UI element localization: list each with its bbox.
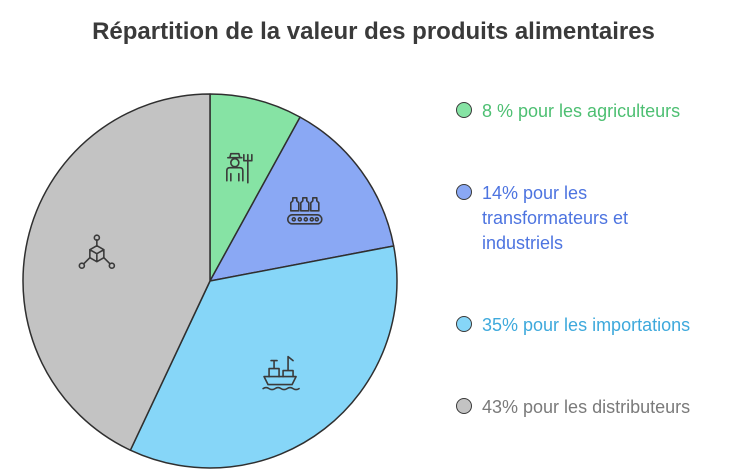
legend-label-distributeurs: 43% pour les distributeurs (482, 397, 691, 417)
farmer-icon (226, 152, 253, 184)
legend-label-importations: 35% pour les importations (482, 315, 691, 335)
legend-item-agriculteurs: 8 % pour les agriculteurs (456, 99, 736, 124)
factory-conveyor-icon (286, 197, 323, 225)
pie-slice-transformateurs (209, 116, 395, 282)
pie-slice-importations (129, 245, 398, 469)
legend-item-distributeurs: 43% pour les distributeurs (456, 395, 741, 420)
legend-dot-agriculteurs (456, 102, 472, 118)
legend-dot-distributeurs (456, 398, 472, 414)
legend-dot-transformateurs (456, 184, 472, 200)
cargo-ship-icon (262, 355, 300, 391)
chart-title: Répartition de la valeur des produits al… (92, 18, 655, 45)
pie-slice-distributeurs (22, 93, 211, 451)
legend-dot-importations (456, 316, 472, 332)
legend-label-agriculteurs: 8 % pour les agriculteurs (482, 101, 681, 121)
distribution-network-icon (78, 234, 116, 270)
pie-slice-agriculteurs (209, 93, 301, 282)
legend-label-transformateurs: 14% pour les transformateurs et industri… (482, 183, 629, 253)
legend-item-transformateurs: 14% pour les transformateurs et industri… (456, 181, 686, 256)
legend-item-importations: 35% pour les importations (456, 313, 741, 338)
